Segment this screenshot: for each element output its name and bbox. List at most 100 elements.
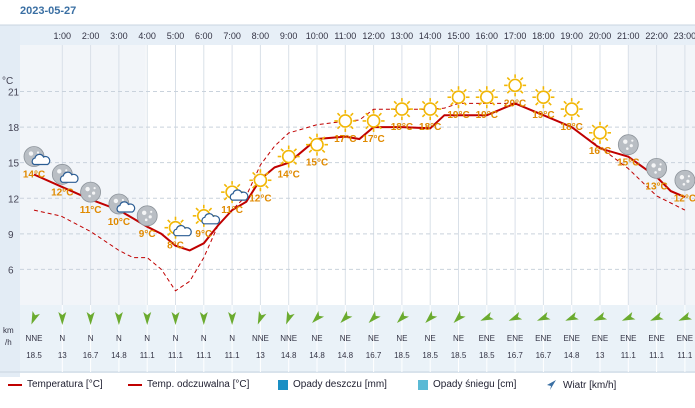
hour-label: 20:00	[589, 31, 612, 41]
temp-label: 16°C	[589, 146, 611, 157]
temp-label: 19°C	[476, 110, 498, 121]
wind-direction-label: ENE	[620, 334, 636, 343]
wind-direction-label: NE	[453, 334, 464, 343]
temp-label: 9°C	[139, 229, 156, 240]
legend-temp-swatch	[8, 383, 22, 386]
wind-arrow-icon	[114, 312, 123, 325]
wind-direction-label: NE	[311, 334, 322, 343]
temp-label: 15°C	[617, 158, 639, 169]
temp-label: 15°C	[306, 158, 328, 169]
wind-direction-label: ENE	[592, 334, 608, 343]
hour-label: 22:00	[645, 31, 668, 41]
wind-speed-label: 11.1	[649, 351, 665, 360]
wind-arrow-icon	[368, 310, 381, 323]
hour-label: 14:00	[419, 31, 442, 41]
forecast-date: 2023-05-27	[20, 5, 77, 17]
temp-label: 8°C	[167, 241, 184, 252]
y-axis-band	[0, 25, 20, 377]
wind-speed-label: 11.1	[677, 351, 693, 360]
temp-label: 11°C	[221, 205, 243, 216]
temp-label: 13°C	[645, 181, 667, 192]
wind-direction-label: NNE	[252, 334, 269, 343]
legend-rain: Opady deszczu [mm]	[278, 379, 387, 390]
cloud-icon	[59, 171, 79, 183]
wind-unit-label: km	[3, 326, 14, 335]
legend-feels-swatch	[128, 383, 142, 386]
wind-arrow-icon	[425, 310, 438, 323]
hour-label: 23:00	[674, 31, 695, 41]
wind-direction-label: N	[59, 334, 65, 343]
hour-label: 6:00	[195, 31, 213, 41]
wind-speed-label: 13	[58, 351, 67, 360]
legend-snow-label: Opady śniegu [cm]	[433, 379, 517, 390]
wind-speed-label: 11.1	[168, 351, 184, 360]
wind-unit-label: /h	[5, 338, 12, 347]
hour-label: 5:00	[167, 31, 185, 41]
legend-rain-label: Opady deszczu [mm]	[293, 379, 387, 390]
sun-icon	[249, 169, 272, 192]
wind-speed-label: 13	[256, 351, 265, 360]
legend-rain-swatch	[278, 379, 288, 390]
wind-speed-label: 18.5	[422, 351, 438, 360]
temp-label: 20°C	[504, 98, 526, 109]
wind-speed-label: 18.5	[26, 351, 42, 360]
legend-snow: Opady śniegu [cm]	[418, 379, 516, 390]
hour-label: 2:00	[82, 31, 100, 41]
sun-icon	[589, 121, 611, 144]
moon-icon	[136, 205, 158, 227]
wind-speed-label: 14.8	[111, 351, 127, 360]
wind-arrow-icon	[312, 310, 325, 323]
temp-label: 12°C	[674, 193, 695, 204]
sun-icon	[504, 74, 527, 97]
wind-arrow-icon	[678, 311, 692, 321]
wind-speed-label: 18.5	[479, 351, 495, 360]
temp-label: 12°C	[51, 187, 73, 198]
temp-label: 18°C	[419, 122, 441, 133]
wind-arrow-icon	[593, 311, 608, 321]
wind-direction-label: NNE	[26, 334, 43, 343]
wind-arrow-icon	[199, 312, 208, 325]
wind-band	[20, 305, 695, 373]
moon-icon	[617, 134, 639, 156]
hour-label: 4:00	[138, 31, 156, 41]
legend: Temperatura [°C] Temp. odczuwalna [°C] O…	[0, 373, 695, 397]
y-tick-label: 15	[8, 159, 20, 170]
wind-speed-label: 18.5	[451, 351, 467, 360]
wind-direction-label: ENE	[563, 334, 579, 343]
hour-label: 15:00	[447, 31, 470, 41]
wind-speed-label: 16.7	[536, 351, 552, 360]
y-tick-label: 21	[8, 88, 20, 99]
wind-direction-label: ENE	[648, 334, 664, 343]
sun-icon	[475, 86, 498, 109]
sun-icon	[390, 98, 413, 121]
temp-label: 17°C	[334, 134, 356, 145]
wind-arrow-icon	[286, 310, 295, 325]
wind-speed-label: 11.1	[196, 351, 212, 360]
wind-arrow-icon	[396, 310, 409, 323]
wind-direction-label: N	[116, 334, 122, 343]
wind-arrow-icon	[58, 312, 67, 325]
hour-label: 18:00	[532, 31, 555, 41]
sun-icon	[447, 86, 470, 109]
wind-speed-label: 16.7	[507, 351, 523, 360]
temp-label: 19°C	[532, 110, 554, 121]
y-tick-label: 9	[8, 230, 14, 241]
wind-direction-label: NE	[425, 334, 436, 343]
sun-icon	[306, 133, 328, 156]
hour-label: 10:00	[306, 31, 329, 41]
wind-arrow-icon	[228, 312, 237, 325]
wind-speed-label: 18.5	[394, 351, 410, 360]
wind-direction-label: N	[144, 334, 150, 343]
legend-feels: Temp. odczuwalna [°C]	[128, 379, 249, 390]
sun-icon	[419, 98, 442, 121]
wind-direction-label: ENE	[479, 334, 495, 343]
wind-arrow-icon	[31, 310, 40, 325]
sun-icon	[560, 98, 583, 121]
wind-arrow-icon	[143, 312, 152, 325]
wind-arrow-icon	[171, 312, 180, 325]
wind-direction-label: N	[88, 334, 94, 343]
hour-header-band	[20, 25, 695, 45]
sun-icon	[277, 145, 300, 168]
y-tick-label: 12	[8, 194, 20, 205]
